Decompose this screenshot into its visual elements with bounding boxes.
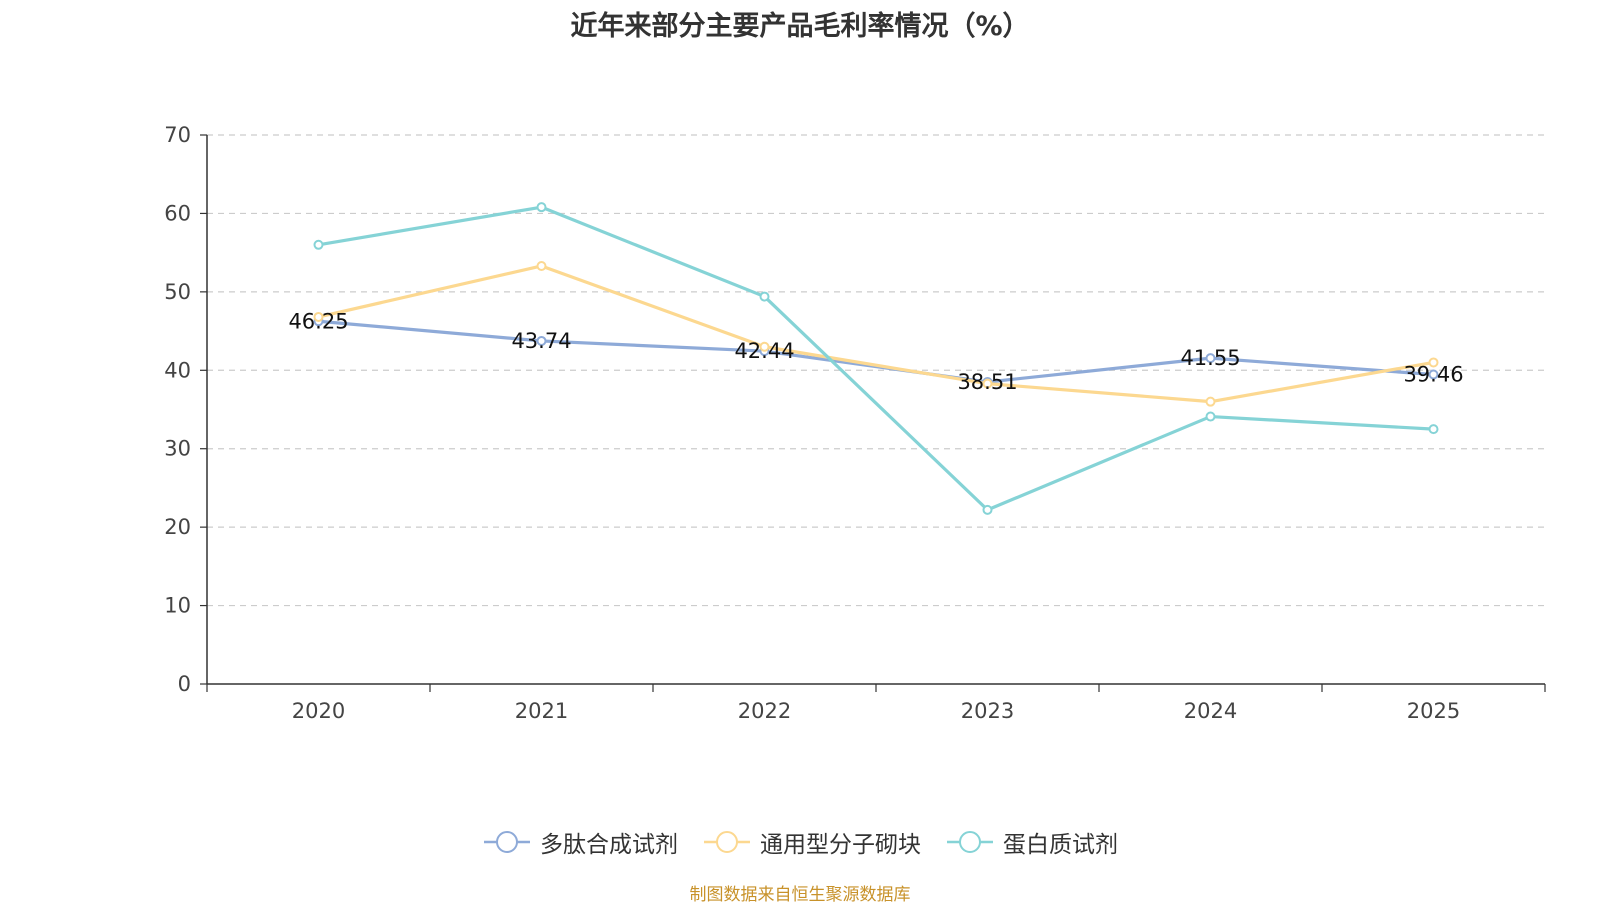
- x-tick-label: 2024: [1184, 699, 1237, 723]
- data-point: [536, 260, 547, 271]
- data-point: [1205, 411, 1216, 422]
- y-tick-label: 70: [164, 123, 191, 147]
- grid-lines: [207, 134, 1545, 607]
- axes: 0 10 20 30 40 50 60 70 2020 2021 2022 2023 2024 2025: [164, 123, 1546, 723]
- legend-marker-icon: [484, 831, 530, 853]
- data-label: 38.51: [957, 370, 1017, 394]
- y-tick-label: 40: [164, 358, 191, 382]
- x-tick-label: 2023: [961, 699, 1014, 723]
- data-point: [1428, 424, 1439, 435]
- data-point: [1205, 353, 1216, 364]
- legend-marker-icon: [947, 831, 993, 853]
- data-point: [536, 335, 547, 346]
- y-tick-label: 30: [164, 437, 191, 461]
- y-tick-label: 20: [164, 515, 191, 539]
- legend-label: 多肽合成试剂: [540, 832, 678, 858]
- data-point: [982, 378, 993, 389]
- source-note: 制图数据来自恒生聚源数据库: [689, 885, 911, 905]
- data-label: 43.74: [511, 329, 571, 353]
- data-point: [1428, 369, 1439, 380]
- y-tick-label: 60: [164, 201, 191, 225]
- legend-marker-icon: [704, 831, 750, 853]
- y-tick-label: 0: [178, 672, 191, 696]
- legend-item[interactable]: 通用型分子砌块: [702, 825, 921, 859]
- legend-item[interactable]: 蛋白质试剂: [945, 825, 1118, 859]
- data-point: [1205, 396, 1216, 407]
- legend: 多肽合成试剂 通用型分子砌块 蛋白质试剂: [0, 822, 1600, 862]
- series-line-1: [318, 264, 1434, 404]
- y-tick-label: 10: [164, 594, 191, 618]
- x-tick-label: 2025: [1407, 699, 1460, 723]
- data-label: 46.25: [288, 309, 348, 333]
- data-label: 42.44: [734, 339, 794, 363]
- legend-item[interactable]: 多肽合成试剂: [482, 825, 678, 859]
- data-labels: 46.25 43.74 42.44 38.51 41.55 39.46: [288, 309, 1463, 394]
- data-point: [982, 504, 993, 515]
- data-point: [313, 311, 324, 322]
- data-label: 41.55: [1180, 346, 1240, 370]
- data-point: [313, 239, 324, 250]
- chart-title: 近年来部分主要产品毛利率情况（%）: [570, 11, 1030, 42]
- x-tick-label: 2020: [292, 699, 345, 723]
- series-lines: [313, 202, 1439, 515]
- data-point: [759, 341, 770, 352]
- data-point: [759, 291, 770, 302]
- x-tick-label: 2022: [738, 699, 791, 723]
- data-point: [1428, 357, 1439, 368]
- data-point: [536, 202, 547, 213]
- legend-label: 蛋白质试剂: [1003, 832, 1118, 858]
- series-line-0: [318, 319, 1434, 384]
- legend-label: 通用型分子砌块: [760, 832, 921, 858]
- x-tick-label: 2021: [515, 699, 568, 723]
- data-label: 39.46: [1403, 363, 1463, 387]
- series-line-2: [318, 205, 1434, 512]
- y-tick-label: 50: [164, 280, 191, 304]
